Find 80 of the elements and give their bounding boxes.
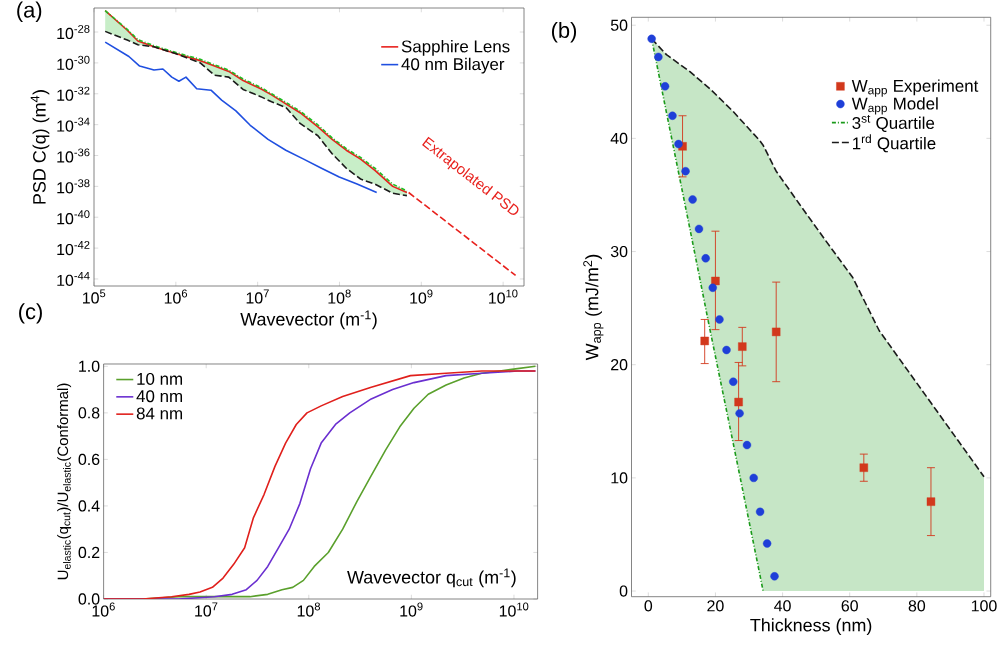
- x-tick-label: 10$^{8}$: [297, 602, 321, 617]
- x-tick-label: 10$^{10}$: [499, 602, 529, 617]
- x-tick-label: 20: [707, 600, 724, 612]
- point: [722, 345, 731, 355]
- x-axis-title: Wavevector q$_{cut}$ (m$^{-1}$): [347, 568, 516, 588]
- point: [772, 327, 781, 337]
- y-tick-label: 0.4: [78, 500, 100, 512]
- y-tick-label: 0.8: [78, 407, 100, 419]
- point: [729, 377, 738, 386]
- legend-label: 1$^{rd}$ Quartile: [853, 134, 936, 153]
- y-tick-label: 40: [610, 132, 628, 145]
- legend-label: 84 nm: [136, 407, 183, 420]
- x-tick-label: 40: [774, 600, 791, 612]
- point: [755, 507, 765, 517]
- chart-title: (c): [19, 303, 42, 324]
- y-tick-label: 10$^{-30}$: [57, 55, 90, 70]
- point: [681, 167, 690, 176]
- point: [654, 52, 663, 62]
- y-tick-label: 0.2: [78, 546, 100, 559]
- point: [688, 195, 697, 204]
- point: [742, 440, 752, 450]
- y-tick-label: 20: [611, 359, 628, 371]
- point: [701, 254, 710, 263]
- chart-title: (a): [17, 1, 42, 22]
- x-tick-label: 10$^{7}$: [246, 289, 269, 304]
- x-tick-label: 10$^{7}$: [195, 602, 218, 617]
- chart-title: (b): [551, 21, 577, 43]
- x-tick-label: 0: [644, 600, 653, 612]
- x-tick-label: 100: [971, 600, 997, 612]
- y-tick-label: 10$^{-36}$: [57, 148, 90, 163]
- point: [715, 315, 724, 324]
- point: [859, 463, 868, 472]
- point: [708, 283, 717, 292]
- y-tick-label: 10$^{-28}$: [57, 24, 90, 40]
- y-tick-label: 10$^{-40}$: [57, 210, 90, 225]
- y-tick-label: 10: [611, 472, 628, 484]
- x-tick-label: 80: [908, 600, 926, 612]
- point: [694, 224, 704, 234]
- x-tick-label: 10$^{6}$: [164, 289, 188, 304]
- y-tick-label: 10$^{-44}$: [57, 271, 90, 287]
- legend-label: 40 nm: [136, 390, 183, 403]
- legend-label: 3$^{st}$ Quartile: [852, 114, 935, 133]
- y-tick-label: 10$^{-42}$: [57, 241, 90, 256]
- x-axis-title: Wavevector (m$^{-1}$): [240, 310, 377, 330]
- y-tick-label: 10$^{-34}$: [57, 117, 90, 132]
- point: [770, 572, 779, 581]
- y-tick-label: 1.0: [79, 360, 100, 372]
- legend-label: W$_{app}$ Model: [851, 97, 938, 115]
- x-tick-label: 10$^{9}$: [400, 602, 423, 617]
- y-tick-label: 0: [619, 585, 628, 597]
- legend-label: W$_{app}$ Experiment: [851, 79, 979, 97]
- x-tick-label: 60: [841, 600, 858, 612]
- point: [674, 139, 683, 149]
- y-axis-title: PSD C(q) (m$^{4}$): [30, 90, 50, 204]
- x-tick-label: 10$^{8}$: [328, 289, 351, 304]
- legend-label: 40 nm Bilayer: [401, 57, 505, 74]
- point: [749, 473, 758, 483]
- point: [668, 111, 677, 120]
- x-tick-label: 10$^{9}$: [410, 289, 433, 304]
- point: [660, 82, 670, 91]
- x-axis-title: Thickness (nm): [750, 618, 872, 636]
- point: [926, 497, 936, 506]
- y-tick-label: 0.6: [78, 453, 100, 466]
- point: [647, 34, 656, 43]
- x-tick-label: 10$^{5}$: [83, 289, 106, 304]
- point: [738, 342, 747, 351]
- y-tick-label: 50: [610, 19, 628, 31]
- y-tick-label: 30: [610, 245, 628, 258]
- point: [735, 409, 744, 418]
- point: [734, 397, 743, 407]
- legend-label: Sapphire Lens: [401, 39, 510, 56]
- y-tick-label: 10$^{-32}$: [57, 86, 90, 101]
- y-axis-title: U$_{elastic}$(q$_{cut}$)/U$_{elastic}$(Conformal): [57, 383, 72, 580]
- y-axis-title: W$_{app}$ (mJ/m$^{2}$): [583, 254, 604, 361]
- x-tick-label: 10$^{10}$: [489, 289, 518, 304]
- point: [762, 539, 772, 548]
- y-tick-label: 10$^{-38}$: [57, 179, 90, 194]
- point: [700, 336, 709, 346]
- legend-label: 10 nm: [137, 372, 183, 385]
- y-tick-label: 0.0: [78, 593, 100, 605]
